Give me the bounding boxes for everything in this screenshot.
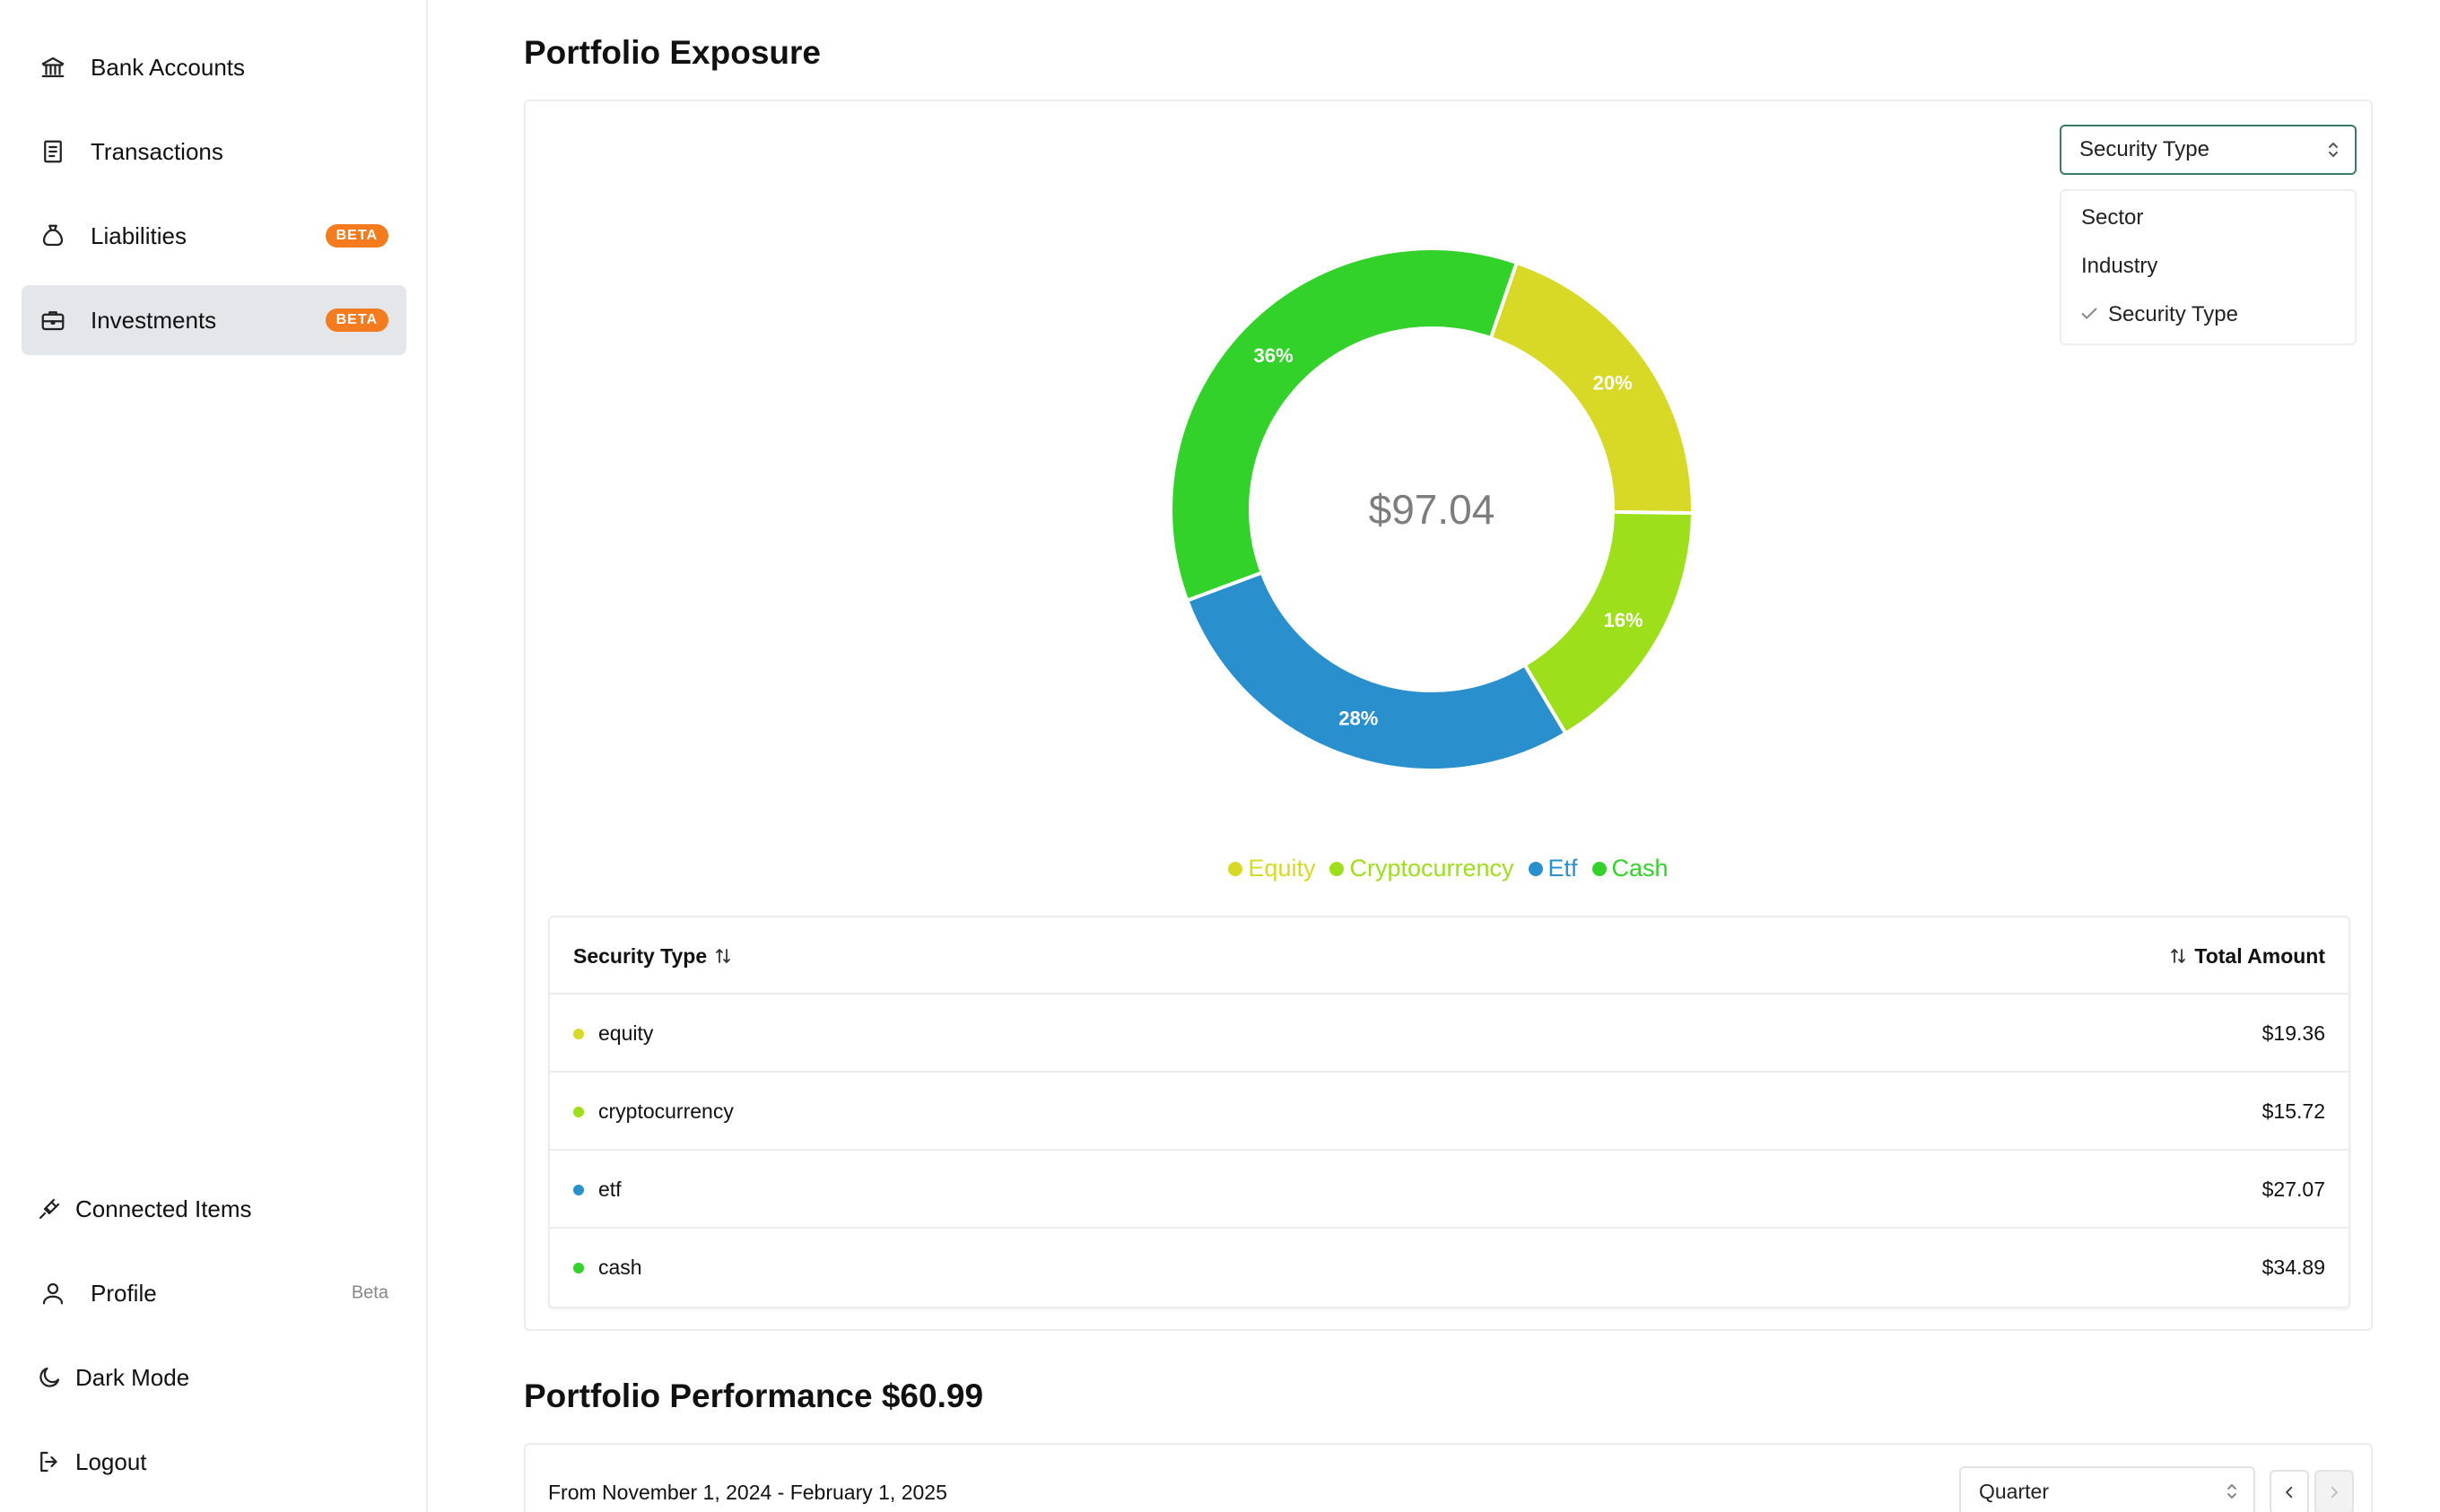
row-color-dot [573,1184,584,1195]
table-row[interactable]: cryptocurrency $15.72 [550,1073,2348,1151]
row-color-dot [573,1028,584,1039]
sidebar-item-label: Logout [75,1447,147,1475]
sidebar-item-label: Dark Mode [75,1363,190,1391]
group-by-dropdown: Sector Industry Security Type [2060,189,2357,345]
chevron-left-icon [2286,1486,2293,1499]
donut-center-total: $97.04 [1369,486,1495,533]
chart-legend: Equity Cryptocurrency Etf Cash [526,855,2371,882]
security-type-cell: cryptocurrency [573,1073,734,1151]
user-icon [39,1280,66,1307]
donut-slice-etf[interactable] [1184,569,1569,772]
sidebar: Bank Accounts Transactions Liabilities B… [0,0,428,1512]
row-color-dot [573,1262,584,1273]
security-type-label: etf [598,1177,622,1201]
previous-period-button[interactable] [2270,1470,2309,1512]
column-header-total-amount[interactable]: Total Amount [2162,917,2325,995]
logout-icon [36,1448,63,1475]
main-content: Portfolio Exposure Security Type Sector … [428,0,2440,1512]
donut-data-label: 28% [1338,708,1378,730]
legend-label: Cash [1611,855,1669,882]
bank-icon [39,54,66,81]
amount-cell: $27.07 [2261,1177,2325,1201]
sidebar-item-logout[interactable]: Logout [22,1427,406,1497]
dropdown-option-industry[interactable]: Industry [2081,254,2158,278]
check-icon [2081,308,2097,319]
table-row[interactable]: equity $19.36 [550,995,2348,1073]
amount-cell: $19.36 [2261,1021,2325,1045]
table-row[interactable]: cash $34.89 [550,1229,2348,1307]
legend-dot [1228,861,1243,876]
donut-data-label: 36% [1254,344,1294,367]
legend-item-equity[interactable]: Equity [1228,855,1315,882]
amount-cell: $34.89 [2261,1256,2325,1279]
exposure-table: Security Type Total Amount equity $19.36… [548,916,2350,1308]
security-type-label: equity [598,1021,654,1045]
exposure-donut-chart: 20% 16% 28% 36% $97.04 [1169,247,1695,772]
period-select-value: Quarter [1979,1479,2049,1503]
sidebar-item-label: Profile [91,1279,157,1307]
sidebar-item-dark-mode[interactable]: Dark Mode [22,1343,406,1412]
donut-data-label: 20% [1593,371,1633,394]
sidebar-item-label: Transactions [91,137,223,165]
chevron-right-icon [2331,1486,2338,1499]
page-title: Portfolio Exposure [524,34,821,71]
dropdown-option-security-type[interactable]: Security Type [2108,302,2238,326]
table-header: Security Type Total Amount [550,917,2348,995]
group-by-select[interactable]: Security Type [2060,125,2357,175]
legend-dot [1591,861,1607,876]
dropdown-option-sector[interactable]: Sector [2081,205,2144,230]
security-type-cell: etf [573,1151,622,1229]
sidebar-item-transactions[interactable]: Transactions [22,117,406,187]
sidebar-item-label: Investments [91,306,217,334]
sort-icon [716,949,731,963]
legend-label: Equity [1248,855,1316,882]
row-color-dot [573,1106,584,1117]
beta-tag: Beta [351,1282,388,1303]
column-header-security-type[interactable]: Security Type [573,917,739,995]
column-header-label: Total Amount [2194,943,2325,968]
table-row[interactable]: etf $27.07 [550,1151,2348,1229]
chevron-up-down-icon [2329,143,2338,157]
sidebar-item-connected-items[interactable]: Connected Items [22,1174,406,1244]
legend-item-etf[interactable]: Etf [1528,855,1578,882]
legend-label: Etf [1547,855,1578,882]
period-select[interactable]: Quarter [1959,1466,2255,1512]
legend-label: Cryptocurrency [1349,855,1514,882]
chevron-up-down-icon [2227,1484,2236,1499]
sidebar-item-label: Connected Items [75,1195,252,1222]
legend-item-cryptocurrency[interactable]: Cryptocurrency [1329,855,1514,882]
receipt-icon [39,138,66,165]
sidebar-item-bank-accounts[interactable]: Bank Accounts [22,32,406,102]
performance-card: From November 1, 2024 - February 1, 2025… [524,1443,2373,1512]
beta-badge: BETA [325,224,388,248]
amount-cell: $15.72 [2261,1099,2325,1123]
sidebar-item-investments[interactable]: Investments BETA [22,285,406,355]
legend-dot [1329,861,1345,876]
security-type-label: cryptocurrency [598,1099,734,1123]
sidebar-item-label: Bank Accounts [91,53,245,81]
legend-item-cash[interactable]: Cash [1591,855,1669,882]
next-period-button[interactable] [2314,1470,2354,1512]
sidebar-item-liabilities[interactable]: Liabilities BETA [22,201,406,271]
date-range-label: From November 1, 2024 - February 1, 2025 [548,1481,947,1504]
legend-dot [1528,861,1543,876]
exposure-card: Security Type Sector Industry Security T… [524,100,2373,1331]
group-by-select-value: Security Type [2079,137,2209,161]
donut-slice-cash[interactable] [1169,247,1520,604]
donut-slice-equity[interactable] [1488,260,1695,516]
briefcase-icon [39,307,66,334]
money-bag-icon [39,222,66,249]
sidebar-item-label: Liabilities [91,222,187,249]
donut-data-label: 16% [1603,609,1643,631]
moon-icon [36,1364,63,1391]
sidebar-item-profile[interactable]: Profile Beta [22,1258,406,1328]
beta-badge: BETA [325,308,388,332]
plug-icon [36,1195,63,1222]
security-type-cell: cash [573,1229,642,1307]
column-header-label: Security Type [573,943,708,968]
performance-title: Portfolio Performance $60.99 [524,1377,984,1414]
sort-icon [2171,949,2186,963]
security-type-cell: equity [573,995,653,1073]
security-type-label: cash [598,1256,642,1279]
